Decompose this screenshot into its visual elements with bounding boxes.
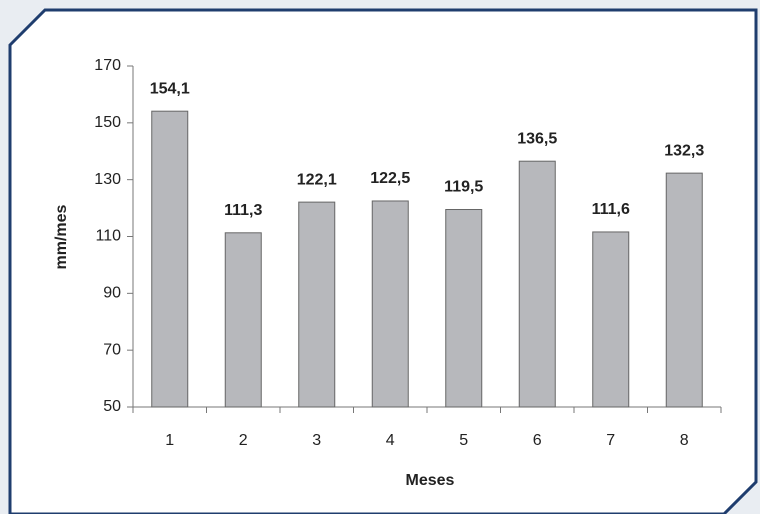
x-tick-label: 4 bbox=[386, 432, 395, 449]
y-tick-label: 130 bbox=[94, 171, 121, 188]
y-tick-label: 50 bbox=[103, 398, 121, 415]
y-tick-label: 150 bbox=[94, 114, 121, 131]
x-tick-label: 7 bbox=[606, 432, 615, 449]
x-tick-label: 5 bbox=[459, 432, 468, 449]
value-label: 122,1 bbox=[297, 171, 337, 188]
bar bbox=[151, 110, 189, 408]
bar bbox=[445, 209, 483, 408]
x-tick-label: 3 bbox=[312, 432, 321, 449]
value-label: 154,1 bbox=[150, 80, 190, 97]
y-tick-label: 110 bbox=[95, 228, 121, 245]
value-label: 111,6 bbox=[592, 201, 630, 218]
bar bbox=[518, 160, 556, 408]
bar bbox=[298, 201, 336, 408]
value-label: 136,5 bbox=[517, 130, 557, 147]
y-tick-label: 170 bbox=[94, 57, 121, 74]
x-tick-label: 2 bbox=[239, 432, 248, 449]
x-tick-label: 8 bbox=[680, 432, 689, 449]
bar bbox=[665, 172, 703, 408]
bar bbox=[224, 232, 262, 408]
x-tick-label: 6 bbox=[533, 432, 542, 449]
value-label: 119,5 bbox=[444, 179, 483, 196]
value-label: 122,5 bbox=[370, 170, 410, 187]
bar bbox=[371, 200, 409, 408]
value-label: 132,3 bbox=[664, 142, 704, 159]
bar bbox=[592, 231, 630, 408]
y-axis-label: mm/mes bbox=[53, 204, 70, 269]
y-tick-label: 70 bbox=[103, 341, 121, 358]
x-tick-label: 1 bbox=[165, 432, 174, 449]
y-tick-label: 90 bbox=[103, 285, 121, 302]
value-label: 111,3 bbox=[224, 202, 262, 219]
x-axis-label: Meses bbox=[406, 472, 455, 489]
